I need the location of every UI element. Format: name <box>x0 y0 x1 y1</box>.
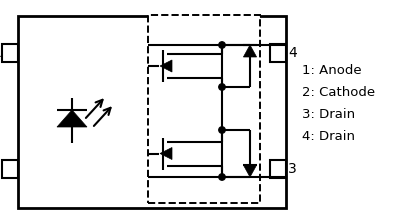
Bar <box>270 44 286 62</box>
Polygon shape <box>244 165 256 177</box>
Polygon shape <box>244 45 256 57</box>
Bar <box>2 160 18 178</box>
Polygon shape <box>57 110 87 127</box>
Bar <box>148 15 260 203</box>
Text: 1: Anode: 1: Anode <box>302 64 361 77</box>
Text: 2: 2 <box>0 162 1 176</box>
Circle shape <box>219 127 225 133</box>
Text: 3: 3 <box>288 162 297 176</box>
Text: 3: Drain: 3: Drain <box>302 108 355 121</box>
Circle shape <box>219 174 225 180</box>
Text: 4: Drain: 4: Drain <box>302 130 355 143</box>
Bar <box>18 16 286 208</box>
Bar <box>2 44 18 62</box>
Polygon shape <box>160 147 172 160</box>
Circle shape <box>219 42 225 48</box>
Bar <box>270 160 286 178</box>
Polygon shape <box>160 60 172 72</box>
Text: 1: 1 <box>0 46 1 60</box>
Text: 4: 4 <box>288 46 297 60</box>
Circle shape <box>219 84 225 90</box>
Text: 2: Cathode: 2: Cathode <box>302 86 375 99</box>
